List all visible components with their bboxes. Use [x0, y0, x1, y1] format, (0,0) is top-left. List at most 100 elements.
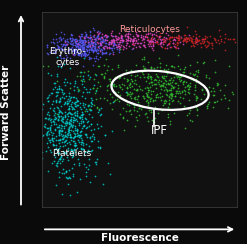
Point [147, 95, 151, 99]
Point [132, 102, 136, 106]
Point [152, 82, 156, 86]
Point [72, 135, 76, 139]
Point [58, 45, 62, 49]
Point [66, 114, 70, 118]
Point [95, 122, 99, 126]
Point [74, 45, 78, 49]
Point [101, 45, 105, 49]
Point [139, 41, 143, 45]
Point [72, 148, 76, 152]
Point [159, 40, 163, 44]
Point [50, 161, 54, 165]
Point [78, 70, 82, 73]
Point [92, 44, 96, 48]
Point [201, 37, 205, 41]
Point [52, 117, 56, 121]
Point [173, 42, 177, 46]
Point [122, 39, 125, 42]
Point [48, 128, 52, 132]
Point [70, 45, 74, 49]
Point [62, 56, 66, 60]
Point [82, 56, 86, 60]
Point [78, 39, 82, 43]
Point [154, 40, 158, 44]
Point [89, 38, 93, 42]
Point [40, 150, 44, 154]
Point [51, 99, 55, 103]
Point [115, 41, 119, 44]
Point [65, 42, 69, 46]
Point [101, 51, 105, 55]
Point [53, 147, 57, 151]
Point [91, 34, 95, 38]
Point [68, 81, 72, 85]
Point [80, 45, 83, 49]
Point [72, 131, 76, 134]
Point [128, 37, 132, 41]
Point [69, 42, 73, 46]
Point [75, 74, 79, 78]
Point [194, 96, 198, 100]
Point [158, 65, 162, 69]
Point [79, 54, 82, 58]
Point [73, 81, 77, 85]
Point [136, 94, 140, 98]
Point [78, 134, 82, 138]
Point [155, 74, 159, 78]
Point [70, 148, 74, 152]
Point [119, 75, 123, 79]
Point [66, 148, 70, 152]
Point [77, 40, 81, 44]
Point [117, 42, 121, 46]
Point [63, 40, 67, 44]
Point [176, 36, 180, 40]
Point [63, 45, 67, 49]
Point [57, 157, 61, 161]
Point [71, 122, 75, 126]
Point [125, 38, 129, 42]
Point [106, 42, 110, 46]
Point [71, 152, 75, 156]
Point [77, 103, 81, 107]
Point [58, 156, 62, 160]
Point [65, 37, 69, 41]
Point [194, 70, 198, 73]
Point [158, 61, 162, 65]
Point [176, 41, 180, 44]
Point [166, 115, 170, 119]
Point [78, 45, 82, 49]
Point [90, 148, 94, 152]
Point [82, 35, 86, 39]
Point [66, 40, 70, 43]
Point [80, 147, 84, 151]
Point [186, 90, 190, 93]
Point [90, 37, 94, 41]
Point [92, 137, 96, 141]
Point [211, 93, 215, 97]
Point [129, 92, 133, 96]
Point [71, 115, 75, 119]
Point [187, 87, 191, 91]
Point [145, 75, 149, 79]
Point [48, 51, 52, 54]
Point [43, 116, 47, 120]
Point [126, 34, 130, 38]
Point [189, 77, 193, 81]
Point [61, 137, 64, 141]
Point [53, 118, 57, 122]
Point [115, 97, 119, 101]
Point [111, 52, 115, 56]
Point [80, 138, 84, 142]
Point [77, 42, 81, 46]
Point [76, 138, 80, 142]
Point [61, 117, 65, 121]
Point [94, 41, 98, 45]
Point [136, 34, 140, 38]
Point [144, 91, 148, 95]
Point [119, 36, 123, 40]
Point [133, 41, 137, 45]
Point [141, 72, 145, 76]
Point [193, 41, 197, 44]
Point [73, 48, 77, 51]
Point [149, 38, 153, 42]
